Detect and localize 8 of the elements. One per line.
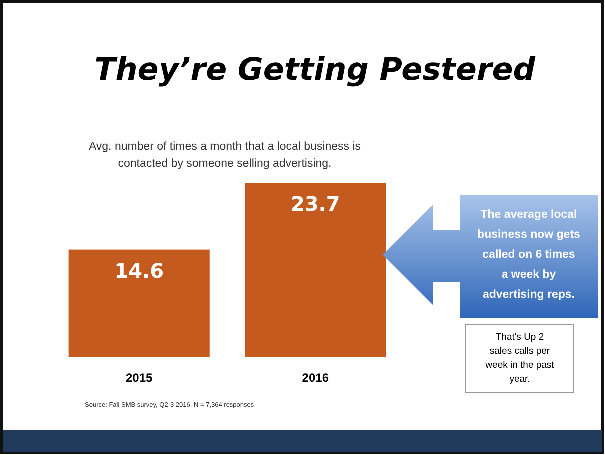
x-tick-label: 2015 bbox=[126, 371, 154, 385]
chart-title: They’re Getting Pestered bbox=[94, 52, 536, 88]
text: That's Up 2 sales calls per week in the past year. bbox=[484, 332, 555, 385]
chart-subtitle: Avg. number of times a month that a local business is contacted by someone selling advertising. bbox=[88, 141, 362, 170]
data-label: 14.6 bbox=[114, 258, 164, 283]
x-tick-label: 2016 bbox=[302, 371, 330, 385]
arrow-callout: The average local business now gets called on 6 times a week by advertising reps. bbox=[383, 195, 598, 318]
data-label: 23.7 bbox=[290, 192, 340, 216]
